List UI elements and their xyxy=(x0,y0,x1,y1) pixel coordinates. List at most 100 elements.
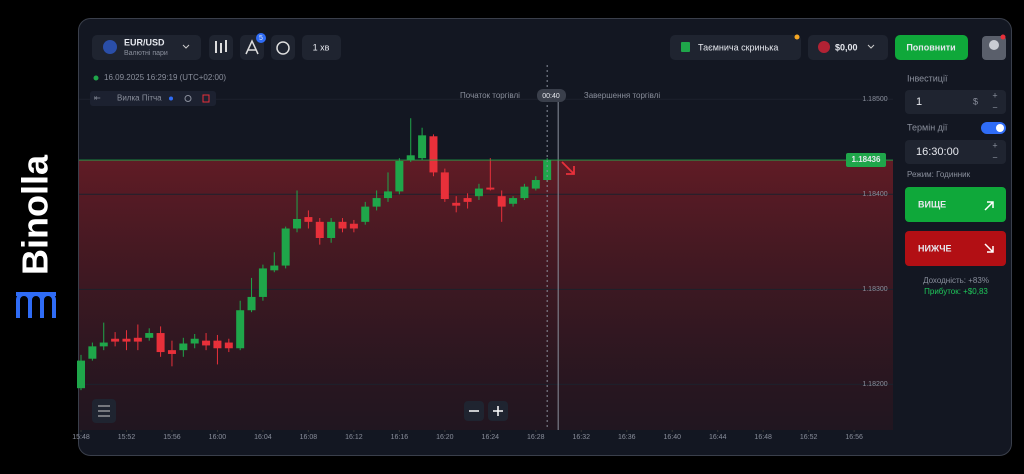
investment-input[interactable] xyxy=(905,90,1006,114)
trade-end: Завершення торгівлі xyxy=(584,91,661,100)
x-tick-label: 16:48 xyxy=(754,434,772,441)
x-tick-label: 15:56 xyxy=(163,434,181,441)
investment-label: Інвестиції xyxy=(907,73,948,83)
x-tick-label: 16:44 xyxy=(709,434,727,441)
candle-body xyxy=(531,180,540,189)
tools-badge: 5 xyxy=(259,35,263,42)
box-icon xyxy=(681,42,690,52)
profit: Прибуток: +$0,83 xyxy=(924,287,988,296)
tools-icon xyxy=(245,39,259,55)
x-tick-label: 16:28 xyxy=(527,434,545,441)
currency: $ xyxy=(973,96,978,106)
deposit: Поповнити xyxy=(906,42,955,52)
alarm-button[interactable] xyxy=(271,35,295,60)
candle-body xyxy=(474,188,483,197)
candle-body xyxy=(270,265,279,271)
x-tick-label: 16:04 xyxy=(254,434,272,441)
current-price-badge xyxy=(846,153,886,168)
candle-body xyxy=(88,346,97,359)
candle-body xyxy=(338,221,347,229)
higher-button[interactable] xyxy=(905,187,1006,222)
candle-body xyxy=(190,338,199,344)
y-tick-label: 1.18500 xyxy=(862,96,887,103)
candle-body xyxy=(304,217,313,222)
notice-dot xyxy=(794,34,800,40)
candle-body xyxy=(167,350,176,354)
candle-body xyxy=(156,333,165,353)
candle-body xyxy=(179,343,188,351)
candle-body xyxy=(509,198,518,204)
investment-minus[interactable]: − xyxy=(992,102,997,112)
avatar-dot xyxy=(1000,34,1006,40)
candle-body xyxy=(224,342,233,349)
trade-start: Початок торгівлі xyxy=(460,91,520,100)
timer-badge xyxy=(537,89,566,102)
candle-body xyxy=(349,223,358,229)
current-price: 1.18436 xyxy=(852,155,881,164)
candle-body xyxy=(202,340,211,346)
candle-body xyxy=(383,191,392,199)
payout: Доходність: +83% xyxy=(923,276,989,285)
higher: ВИЩЕ xyxy=(918,199,946,209)
x-tick-label: 16:32 xyxy=(573,434,591,441)
candle-body xyxy=(145,333,154,338)
timeframe-button[interactable] xyxy=(302,35,341,60)
chart-datetime: 16.09.2025 16:29:19 (UTC+02:00) xyxy=(104,73,226,82)
chart: 1.18500 1.18400 1.18300 1.18200 15:48 15:52 15… xyxy=(72,65,893,441)
x-tick-label: 15:48 xyxy=(72,434,90,441)
candle-body xyxy=(111,338,120,342)
expiry-label: Термін дії xyxy=(907,122,948,132)
down-arrow xyxy=(561,161,575,175)
candle-body xyxy=(122,338,131,342)
candle-body xyxy=(213,340,222,349)
settings-icon xyxy=(98,405,110,417)
higher-arrow xyxy=(984,201,994,211)
expiry-input[interactable] xyxy=(905,140,1006,164)
y-tick-label: 1.18300 xyxy=(862,286,887,293)
x-tick-label: 16:24 xyxy=(482,434,500,441)
candle-body xyxy=(99,342,108,347)
x-tick-label: 16:40 xyxy=(663,434,681,441)
x-tick-label: 16:52 xyxy=(800,434,818,441)
tool-delete[interactable] xyxy=(202,94,210,103)
candle-body xyxy=(361,206,370,222)
deposit-button[interactable] xyxy=(895,35,968,60)
zoom-in-icon xyxy=(493,406,503,416)
mystery-box: Таємнича скринька xyxy=(698,42,778,52)
flag-icon xyxy=(818,41,830,53)
x-tick-label: 16:20 xyxy=(436,434,454,441)
x-tick-label: 16:16 xyxy=(391,434,409,441)
asset-group: Валютні пари xyxy=(124,49,168,57)
brand-logo xyxy=(16,292,56,318)
mystery-box-button[interactable] xyxy=(670,35,801,60)
x-tick-label: 16:56 xyxy=(845,434,863,441)
candle-body xyxy=(372,198,381,207)
tool-color[interactable] xyxy=(169,96,173,101)
investment-plus[interactable]: + xyxy=(992,90,997,100)
candle-body xyxy=(418,135,427,159)
avatar-head xyxy=(989,40,999,50)
alarm-icon xyxy=(276,41,290,55)
y-tick-label: 1.18200 xyxy=(862,381,887,388)
drawing-tool[interactable]: Вилка Пітча xyxy=(117,94,162,103)
candle-body xyxy=(281,228,290,266)
candle-body xyxy=(247,296,256,311)
expiry-plus[interactable]: + xyxy=(992,140,997,150)
candle-body xyxy=(327,221,336,238)
lower: НИЖЧЕ xyxy=(918,243,952,253)
asset-selector[interactable]: EUR/USD Валютні пари xyxy=(92,35,201,60)
tool-icon: ⇤ xyxy=(94,94,101,103)
candle-body xyxy=(497,196,506,207)
balance: $0,00 xyxy=(835,42,858,52)
trade-zone xyxy=(79,160,893,431)
candle-body xyxy=(133,337,142,342)
brand-name: Binolla xyxy=(15,154,56,275)
lower-button[interactable] xyxy=(905,231,1006,266)
tool-visibility[interactable] xyxy=(184,95,192,102)
expiry-minus[interactable]: − xyxy=(992,152,997,162)
candle-body xyxy=(440,172,449,200)
balance-button[interactable] xyxy=(808,35,888,60)
x-tick-label: 16:12 xyxy=(345,434,363,441)
